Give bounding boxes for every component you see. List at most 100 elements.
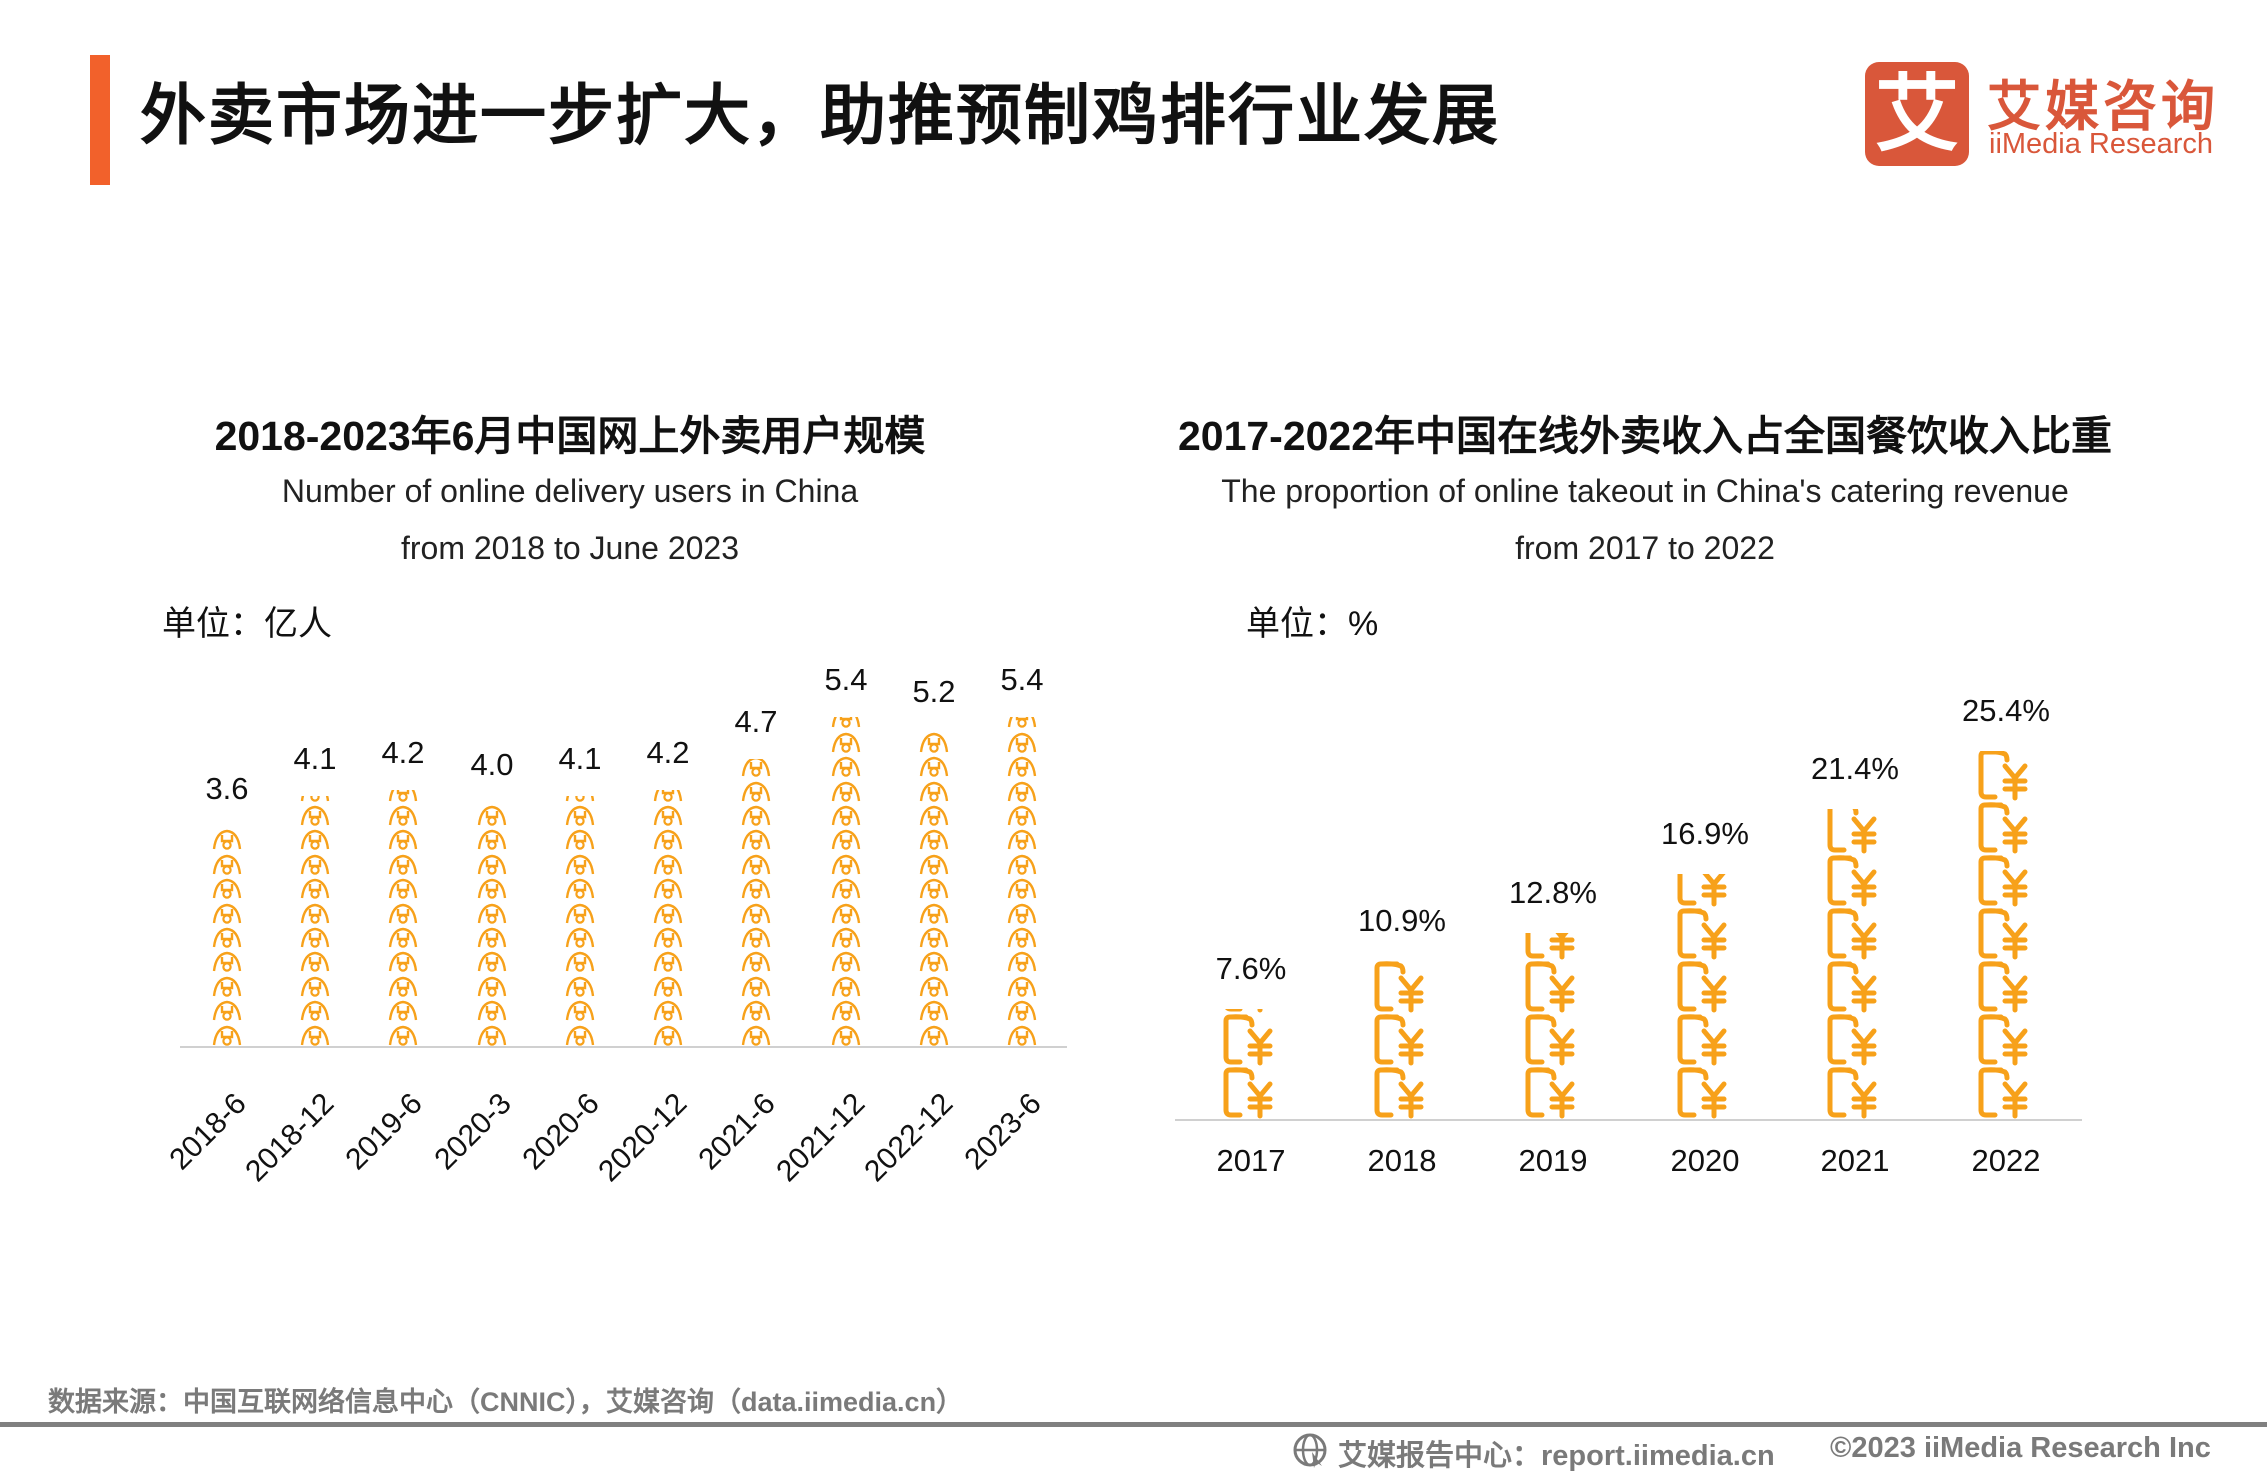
chart1-x-label: 2020-3 <box>427 1086 518 1177</box>
chart2-x-label: 2019 <box>1518 1143 1588 1178</box>
chart1-subtitle-line1: Number of online delivery users in China <box>281 473 859 509</box>
copyright: ©2023 iiMedia Research Inc <box>1830 1432 2211 1464</box>
person-icon <box>739 1022 773 1046</box>
yen-wallet-icon <box>1826 854 1884 912</box>
person-icon <box>298 875 332 904</box>
report-center-link[interactable]: 艾媒报告中心：report.iimedia.cn <box>1338 1440 1775 1472</box>
logo-cn: 艾媒咨询 <box>1987 77 2219 137</box>
person-icon <box>829 875 863 904</box>
person-icon <box>1005 948 1039 977</box>
chart1-value-label: 5.4 <box>824 661 868 697</box>
person-icon <box>386 973 420 1002</box>
person-icon <box>739 924 773 953</box>
person-icon <box>386 1022 420 1046</box>
person-icon <box>475 924 509 953</box>
person-icon <box>298 851 332 880</box>
person-icon <box>1005 900 1039 929</box>
person-icon <box>298 948 332 977</box>
person-icon <box>829 716 863 734</box>
chart1-value-label: 4.1 <box>293 740 337 776</box>
person-icon <box>917 753 951 782</box>
person-icon <box>563 1022 597 1046</box>
person-icon <box>739 973 773 1002</box>
chart2-subtitle-line1: The proportion of online takeout in Chin… <box>1221 473 2069 509</box>
chart2-bar <box>1977 750 2035 1119</box>
chart2-subtitle-line2: from 2017 to 2022 <box>1515 530 1775 566</box>
chart2-x-label: 2018 <box>1367 1143 1437 1178</box>
person-icon <box>386 875 420 904</box>
person-icon <box>386 851 420 880</box>
person-icon <box>829 826 863 855</box>
chart1-value-label: 4.7 <box>734 704 778 740</box>
yen-wallet-icon <box>1222 1013 1280 1071</box>
chart1-x-label: 2019-6 <box>338 1086 429 1177</box>
yen-wallet-icon <box>1977 1066 2035 1119</box>
chart1-bar <box>917 729 951 1046</box>
chart1-value-label: 3.6 <box>205 771 249 807</box>
person-icon <box>475 900 509 929</box>
person-icon <box>917 802 951 831</box>
yen-wallet-icon <box>1676 1013 1734 1071</box>
person-icon <box>651 1022 685 1046</box>
person-icon <box>829 924 863 953</box>
chart1-x-label: 2020-12 <box>592 1086 694 1189</box>
person-icon <box>210 875 244 904</box>
yen-wallet-icon <box>1977 960 2035 1018</box>
accent-bar <box>90 55 110 185</box>
person-icon <box>651 826 685 855</box>
person-icon <box>739 778 773 807</box>
yen-wallet-icon <box>1524 960 1582 1018</box>
chart1-x-label: 2021-6 <box>691 1086 782 1177</box>
chart2-x-label: 2017 <box>1216 1143 1286 1178</box>
chart1-bar <box>386 789 420 1046</box>
person-icon <box>651 924 685 953</box>
yen-wallet-icon <box>1977 750 2035 806</box>
person-icon <box>1005 778 1039 807</box>
chart2-x-label: 2020 <box>1670 1143 1740 1178</box>
logo-mark: 艾 <box>1865 62 1969 166</box>
yen-wallet-icon <box>1373 1013 1431 1071</box>
person-icon <box>739 759 773 782</box>
yen-wallet-icon <box>1676 907 1734 965</box>
person-icon <box>475 997 509 1026</box>
person-icon <box>475 802 509 831</box>
person-icon <box>563 997 597 1026</box>
yen-wallet-icon <box>1222 1008 1280 1018</box>
person-icon <box>917 924 951 953</box>
chart2-x-label: 2021 <box>1820 1143 1890 1178</box>
person-icon <box>739 826 773 855</box>
person-icon <box>298 900 332 929</box>
person-icon <box>651 948 685 977</box>
person-icon <box>386 924 420 953</box>
globe-icon <box>1292 1432 1328 1468</box>
yen-wallet-icon <box>1826 1013 1884 1071</box>
iimedia-logo: 艾 艾媒咨询 iiMedia Research <box>1865 62 2225 167</box>
chart2-title: 2017-2022年中国在线外卖收入占全国餐饮收入比重 <box>1177 413 2113 459</box>
chart2-bar <box>1524 933 1582 1119</box>
person-icon <box>298 924 332 953</box>
person-icon <box>386 900 420 929</box>
person-icon <box>386 826 420 855</box>
person-icon <box>298 826 332 855</box>
person-icon <box>739 900 773 929</box>
yen-wallet-icon <box>1977 854 2035 912</box>
person-icon <box>739 875 773 904</box>
person-icon <box>829 729 863 758</box>
data-source: 数据来源：中国互联网络信息中心（CNNIC），艾媒咨询（data.iimedia… <box>48 1387 964 1417</box>
person-icon <box>210 826 244 855</box>
person-icon <box>651 997 685 1026</box>
chart1-value-label: 5.2 <box>912 673 956 709</box>
person-icon <box>651 851 685 880</box>
chart2-bar <box>1826 808 1884 1119</box>
person-icon <box>1005 716 1039 734</box>
person-icon <box>917 948 951 977</box>
person-icon <box>386 948 420 977</box>
person-icon <box>1005 729 1039 758</box>
chart2-value-label: 25.4% <box>1962 692 2050 728</box>
person-icon <box>1005 802 1039 831</box>
person-icon <box>210 948 244 977</box>
person-icon <box>651 802 685 831</box>
chart2-value-label: 16.9% <box>1661 815 1749 851</box>
yen-wallet-icon <box>1826 808 1884 859</box>
person-icon <box>829 778 863 807</box>
